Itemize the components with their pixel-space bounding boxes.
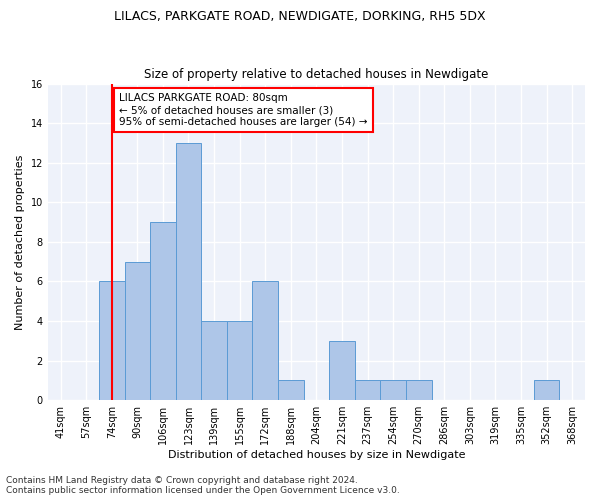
- Bar: [355, 380, 380, 400]
- Bar: [99, 282, 125, 400]
- Bar: [278, 380, 304, 400]
- Bar: [176, 143, 201, 400]
- X-axis label: Distribution of detached houses by size in Newdigate: Distribution of detached houses by size …: [167, 450, 465, 460]
- Bar: [329, 341, 355, 400]
- Text: Contains HM Land Registry data © Crown copyright and database right 2024.
Contai: Contains HM Land Registry data © Crown c…: [6, 476, 400, 495]
- Text: LILACS, PARKGATE ROAD, NEWDIGATE, DORKING, RH5 5DX: LILACS, PARKGATE ROAD, NEWDIGATE, DORKIN…: [114, 10, 486, 23]
- Bar: [150, 222, 176, 400]
- Bar: [380, 380, 406, 400]
- Bar: [253, 282, 278, 400]
- Bar: [125, 262, 150, 400]
- Title: Size of property relative to detached houses in Newdigate: Size of property relative to detached ho…: [144, 68, 488, 81]
- Bar: [406, 380, 431, 400]
- Y-axis label: Number of detached properties: Number of detached properties: [15, 154, 25, 330]
- Bar: [201, 321, 227, 400]
- Bar: [534, 380, 559, 400]
- Text: LILACS PARKGATE ROAD: 80sqm
← 5% of detached houses are smaller (3)
95% of semi-: LILACS PARKGATE ROAD: 80sqm ← 5% of deta…: [119, 94, 368, 126]
- Bar: [227, 321, 253, 400]
